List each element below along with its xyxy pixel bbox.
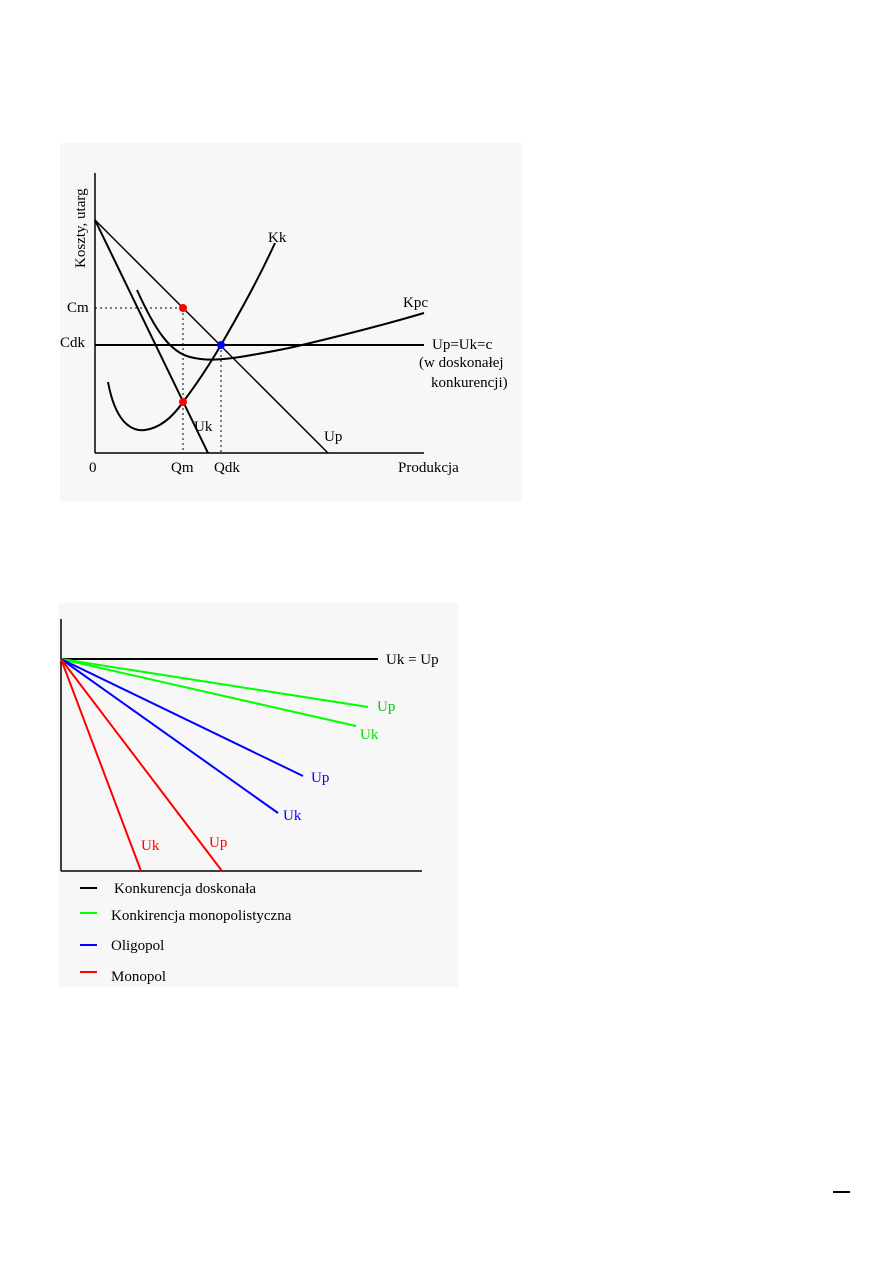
x-tick-qm: Qm bbox=[171, 460, 194, 476]
green-uk-line bbox=[60, 658, 357, 727]
competition-equilibrium-point bbox=[217, 341, 225, 349]
uk-label: Uk bbox=[194, 419, 213, 435]
horizontal-line-label-3: konkurencji) bbox=[431, 375, 508, 391]
uk-marginal-revenue-line bbox=[94, 219, 209, 454]
green-up-label: Up bbox=[377, 699, 395, 715]
y-axis-label: Koszty, utarg bbox=[73, 188, 89, 268]
y-tick-cdk: Cdk bbox=[60, 335, 86, 351]
blue-up-label: Up bbox=[311, 770, 329, 786]
figure-cost-revenue: Koszty, utarg Produkcja 0 Qm Qdk Cm Cdk … bbox=[60, 143, 522, 502]
origin-label: 0 bbox=[89, 460, 97, 476]
x-axis-label: Produkcja bbox=[398, 460, 459, 476]
monopoly-mc-mr-point bbox=[179, 398, 187, 406]
x-tick-qdk: Qdk bbox=[214, 460, 240, 476]
monopoly-price-point bbox=[179, 304, 187, 312]
kpc-label: Kpc bbox=[403, 295, 428, 311]
figure1-background bbox=[60, 143, 522, 502]
kpc-average-cost-curve bbox=[136, 289, 425, 361]
legend: Konkurencja doskonała Konkirencja monopo… bbox=[80, 881, 292, 985]
horizontal-line-label-2: (w doskonałej bbox=[419, 355, 504, 371]
red-uk-line bbox=[60, 658, 142, 872]
legend-label: Konkurencja doskonała bbox=[114, 881, 256, 897]
legend-label: Monopol bbox=[111, 969, 166, 985]
black-line-label: Uk = Up bbox=[386, 652, 439, 668]
y-tick-cm: Cm bbox=[67, 300, 89, 316]
blue-uk-label: Uk bbox=[283, 808, 302, 824]
legend-label: Konkirencja monopolistyczna bbox=[111, 908, 292, 924]
legend-label: Oligopol bbox=[111, 938, 164, 954]
up-label: Up bbox=[324, 429, 342, 445]
kk-label: Kk bbox=[268, 230, 287, 246]
red-up-line bbox=[60, 658, 223, 872]
blue-uk-line bbox=[60, 658, 279, 814]
figure-market-structures: Uk = Up Up Uk Up Uk Uk Up Konkurencja do… bbox=[58, 603, 458, 987]
figure2-background bbox=[58, 603, 458, 987]
green-uk-label: Uk bbox=[360, 727, 379, 743]
horizontal-line-label: Up=Uk=c bbox=[432, 337, 493, 353]
green-up-line bbox=[60, 658, 369, 708]
up-demand-line bbox=[94, 219, 329, 454]
red-uk-label: Uk bbox=[141, 838, 160, 854]
red-up-label: Up bbox=[209, 835, 227, 851]
blue-up-line bbox=[60, 658, 304, 777]
